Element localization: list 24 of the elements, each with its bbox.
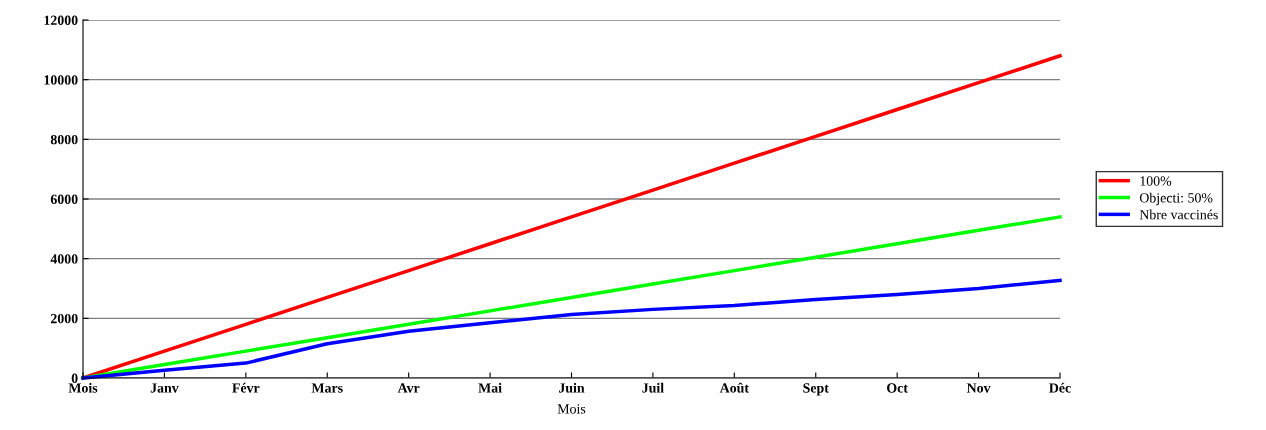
y-tick-label: 2000 (50, 313, 78, 324)
y-tick-label: 8000 (50, 134, 78, 145)
x-tick-label: Mars (311, 383, 343, 393)
x-tick-label: Sept (803, 383, 829, 396)
x-tick-label: Mois (68, 382, 98, 393)
legend-label: 100% (1140, 176, 1172, 186)
x-tick-label: Déc (1049, 382, 1071, 393)
legend-label: Objecti: 50% (1139, 192, 1213, 206)
x-tick-label: Juil (642, 382, 664, 393)
x-axis-title: Mois (557, 404, 586, 414)
y-tick-label: 10000 (44, 75, 78, 85)
x-tick-label: Avr (397, 383, 420, 393)
x-tick-label: Août (719, 382, 749, 393)
x-tick-label: Juin (558, 382, 585, 393)
y-tick-label: 0 (71, 373, 78, 383)
x-tick-label: Févr (232, 382, 260, 393)
legend-label: Nbre vaccinés (1139, 209, 1218, 220)
y-tick-label: 12000 (44, 15, 78, 25)
x-tick-label: Nov (966, 383, 991, 393)
x-tick-label: Mai (478, 382, 502, 393)
y-tick-label: 6000 (50, 194, 78, 204)
y-tick-label: 4000 (50, 254, 78, 264)
x-tick-label: Oct (887, 383, 908, 393)
x-tick-label: Janv (150, 383, 179, 393)
